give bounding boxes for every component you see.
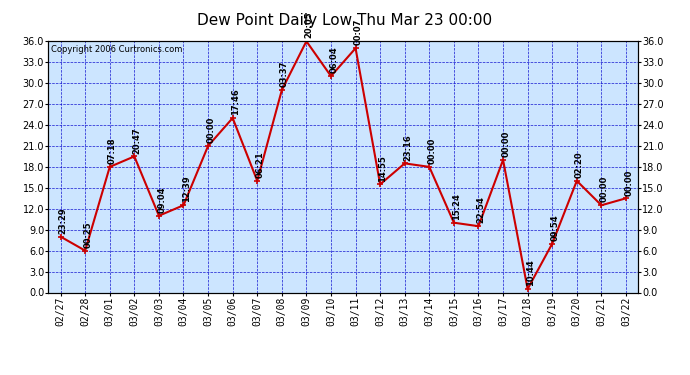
Text: 22:54: 22:54 [477, 196, 486, 223]
Text: Dew Point Daily Low Thu Mar 23 00:00: Dew Point Daily Low Thu Mar 23 00:00 [197, 13, 493, 28]
Text: 20:05: 20:05 [305, 12, 314, 39]
Text: 07:18: 07:18 [108, 138, 117, 164]
Text: 09:04: 09:04 [157, 186, 166, 213]
Text: 02:20: 02:20 [575, 152, 584, 178]
Text: 00:07: 00:07 [354, 19, 363, 45]
Text: 00:00: 00:00 [624, 169, 633, 195]
Text: 06:04: 06:04 [329, 47, 338, 74]
Text: 00:00: 00:00 [600, 176, 609, 203]
Text: 00:00: 00:00 [428, 138, 437, 164]
Text: 03:37: 03:37 [280, 61, 289, 87]
Text: 23:16: 23:16 [403, 134, 412, 160]
Text: 09:54: 09:54 [551, 214, 560, 241]
Text: 10:44: 10:44 [526, 260, 535, 286]
Text: 23:29: 23:29 [59, 207, 68, 234]
Text: 00:00: 00:00 [206, 117, 215, 143]
Text: 00:25: 00:25 [83, 221, 92, 248]
Text: 15:24: 15:24 [452, 193, 461, 220]
Text: Copyright 2006 Curtronics.com: Copyright 2006 Curtronics.com [51, 45, 183, 54]
Text: 06:21: 06:21 [255, 151, 264, 178]
Text: 00:00: 00:00 [502, 131, 511, 157]
Text: 14:55: 14:55 [378, 154, 387, 182]
Text: 12:39: 12:39 [181, 176, 190, 203]
Text: 20:47: 20:47 [132, 127, 141, 154]
Text: 17:46: 17:46 [231, 88, 240, 115]
